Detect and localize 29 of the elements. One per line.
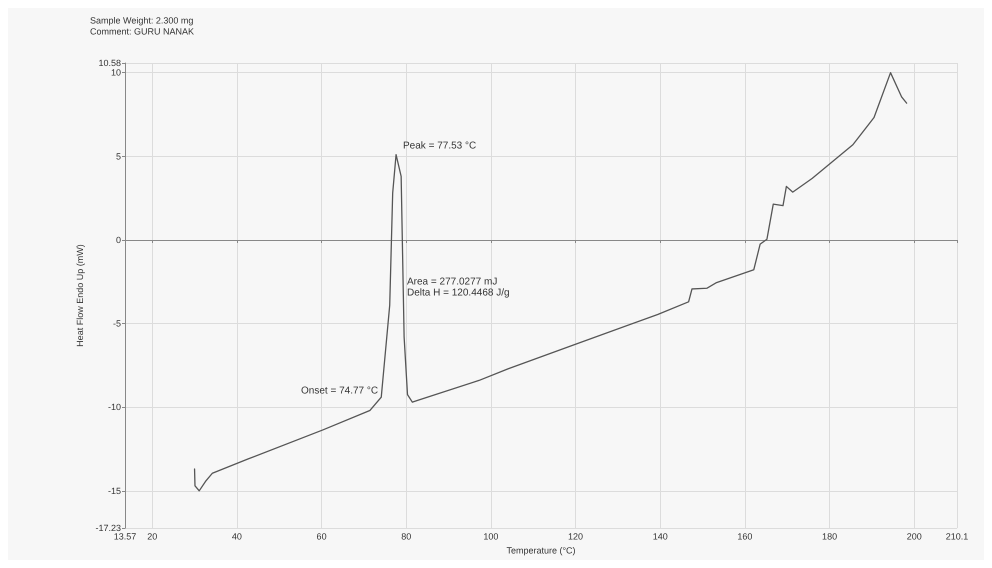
y-tick-label: -10 [108, 402, 121, 412]
text: Comment: GURU NANAK [90, 26, 194, 36]
line-series [194, 72, 908, 492]
x-axis-title: Temperature (°C) [506, 546, 576, 556]
x-tick-label: 60 [316, 532, 327, 542]
annotation: Peak = 77.53 °C [403, 140, 476, 152]
x-tick-label: 180 [822, 532, 838, 542]
y-tick-label: 5 [116, 151, 121, 162]
annotation: Onset = 74.77 °C [301, 386, 378, 397]
y-axis-title: Heat Flow Endo Up (mW) [75, 244, 86, 347]
y-tick-label: 10.58 [98, 58, 121, 68]
y-tick-label: -15 [108, 486, 121, 496]
x-tick-label: 160 [737, 532, 752, 542]
y-tick-label: 0 [116, 234, 121, 245]
text: Sample Weight: 2.300 mg [90, 16, 194, 26]
x-tick-label: 120 [568, 532, 584, 542]
x-tick-label: 13.57 [114, 532, 136, 542]
x-tick-label: 20 [147, 532, 158, 542]
y-tick-label: 10 [110, 68, 121, 78]
x-tick-label: 100 [483, 532, 498, 542]
x-tick-label: 210.1 [946, 532, 968, 542]
annotation: Delta H = 120.4468 J/g [407, 288, 510, 299]
x-tick-label: 40 [232, 532, 242, 542]
annotation: Area = 277.0277 mJ [407, 276, 498, 288]
x-tick-label: 200 [906, 532, 922, 542]
x-tick-label: 80 [401, 532, 412, 542]
x-tick-label: 140 [652, 532, 668, 542]
y-tick-label: -5 [112, 318, 121, 329]
y-tick-label: -17.23 [95, 523, 121, 534]
